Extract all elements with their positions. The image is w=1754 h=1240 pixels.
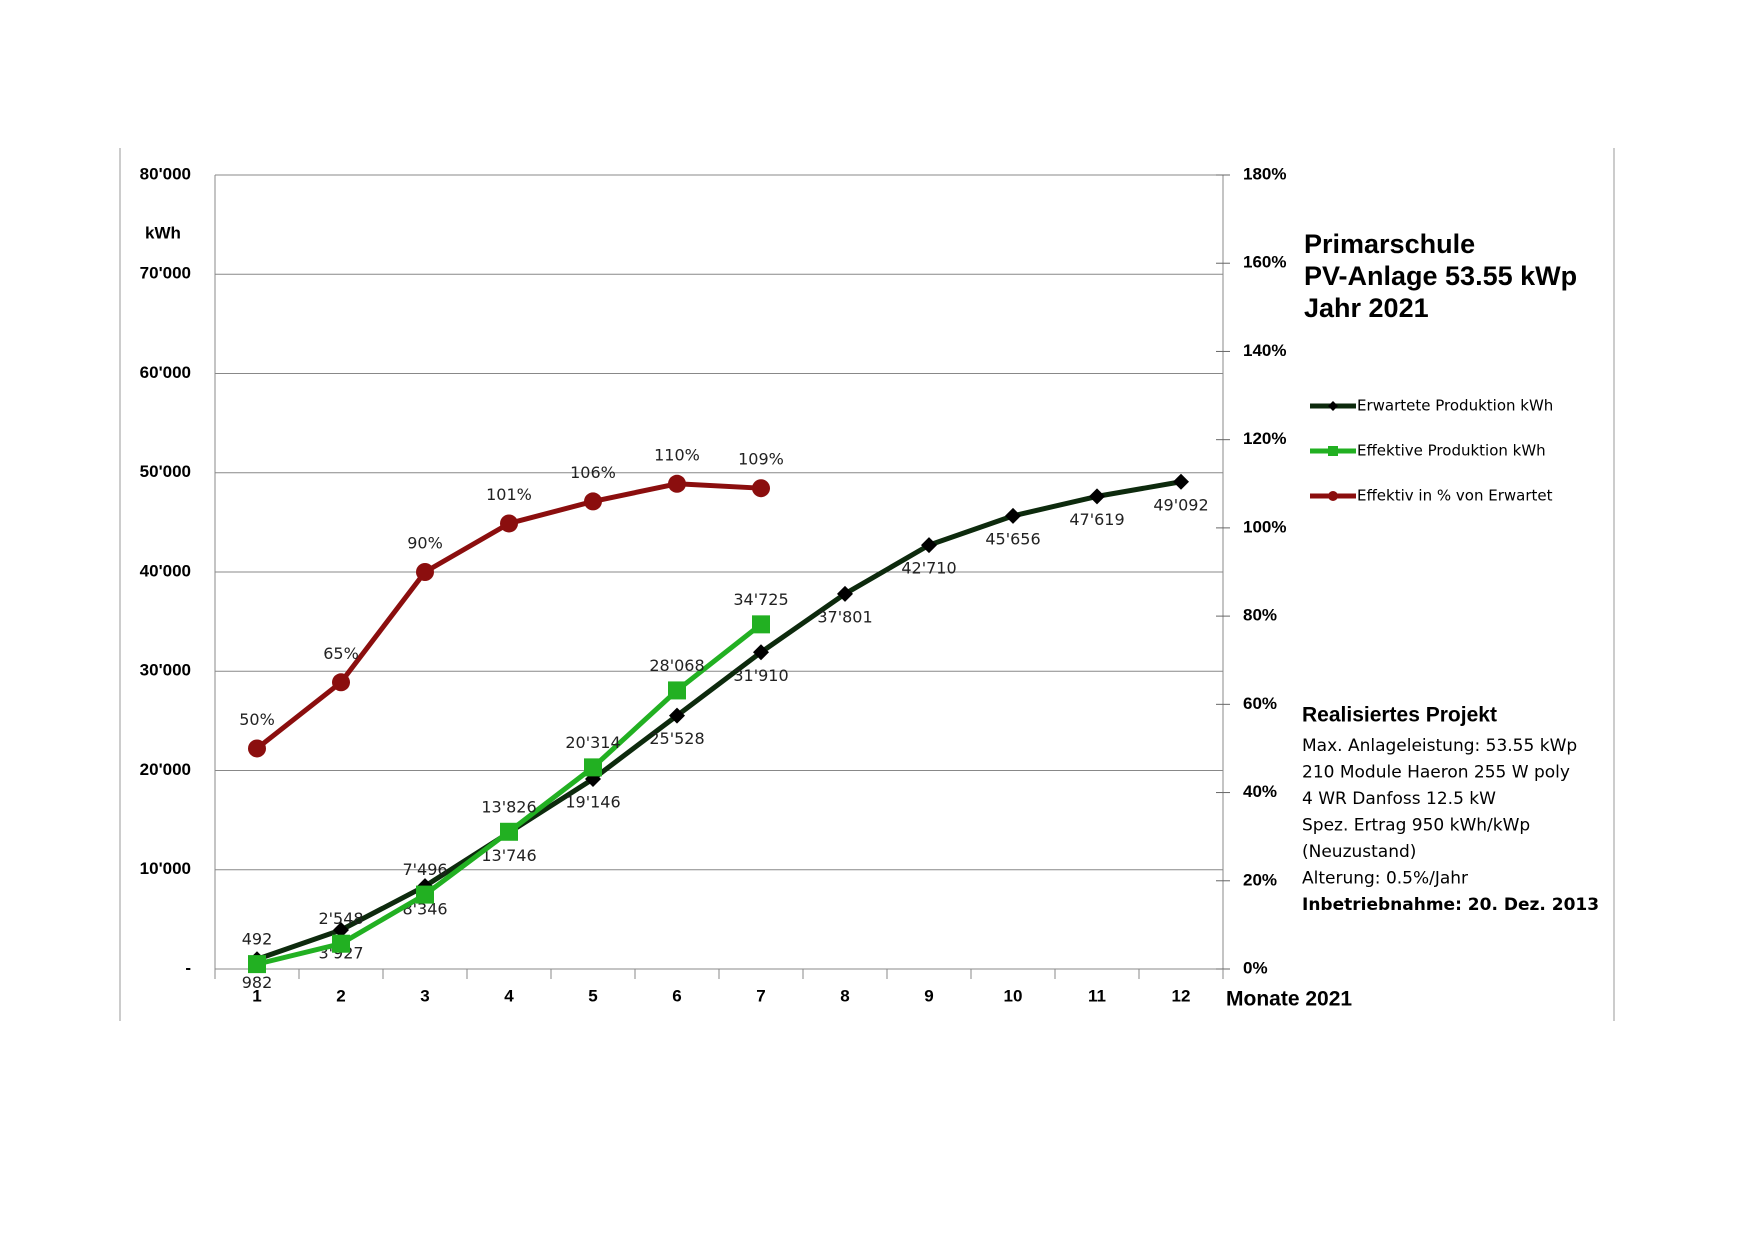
point (1089, 488, 1105, 505)
point (837, 585, 853, 602)
data-label: 42'710 (901, 559, 956, 578)
notes-heading: Realisiertes Projekt (1302, 704, 1497, 727)
point (584, 492, 602, 511)
y-tick-label: 60'000 (140, 363, 191, 382)
y-tick-label: 50'000 (140, 462, 191, 481)
data-label: 45'656 (985, 529, 1040, 548)
series-line (256, 479, 1182, 962)
x-axis-label: Monate 2021 (1226, 988, 1352, 1011)
y-tick-label: 30'000 (140, 661, 191, 680)
data-label: 25'528 (649, 729, 704, 748)
y2-tick-label: 100% (1243, 517, 1286, 536)
x-tick-label: 2 (336, 986, 345, 1005)
point (248, 955, 266, 974)
point (332, 673, 350, 692)
y-tick-label: - (185, 958, 191, 977)
y2-tick-label: 60% (1243, 694, 1277, 713)
data-label: 20'314 (565, 733, 620, 752)
x-tick-label: 12 (1172, 986, 1191, 1005)
data-label: 110% (654, 445, 700, 464)
point (668, 474, 686, 493)
data-label: 47'619 (1069, 510, 1124, 529)
notes-footer: Inbetriebnahme: 20. Dez. 2013 (1302, 895, 1599, 915)
chart-title: Primarschule (1304, 229, 1475, 259)
y-tick-label: 10'000 (140, 859, 191, 878)
y2-tick-label: 180% (1243, 164, 1286, 183)
data-label: 50% (239, 710, 275, 729)
data-label: 8'346 (402, 900, 447, 919)
data-label: 19'146 (565, 792, 620, 811)
point (1173, 473, 1189, 490)
data-label: 106% (570, 463, 616, 482)
point (752, 615, 770, 634)
data-label: 90% (407, 534, 443, 553)
x-tick-label: 3 (420, 986, 429, 1005)
notes-line: 210 Module Haeron 255 W poly (1302, 763, 1570, 783)
point (333, 922, 349, 939)
point (921, 537, 937, 554)
y2-tick-label: 0% (1243, 958, 1268, 977)
data-label: 28'068 (649, 656, 704, 675)
legend-marker (1328, 401, 1338, 411)
notes-line: Max. Anlageleistung: 53.55 kWp (1302, 736, 1577, 756)
point (332, 934, 350, 953)
x-tick-label: 1 (252, 986, 261, 1005)
legend-label: Erwartete Produktion kWh (1357, 397, 1553, 415)
data-label: 31'910 (733, 666, 788, 685)
y2-tick-label: 140% (1243, 341, 1286, 360)
data-label: 2'548 (318, 909, 363, 928)
notes-line: Alterung: 0.5%/Jahr (1302, 869, 1468, 889)
x-tick-label: 6 (672, 986, 681, 1005)
y-tick-label: 70'000 (140, 264, 191, 283)
point (753, 644, 769, 661)
x-tick-label: 11 (1088, 986, 1106, 1005)
y2-tick-label: 80% (1243, 606, 1277, 625)
point (669, 707, 685, 724)
x-tick-label: 5 (588, 986, 597, 1005)
notes-line: (Neuzustand) (1302, 842, 1416, 862)
y-tick-label: 20'000 (140, 760, 191, 779)
data-label: 109% (738, 450, 784, 469)
data-label: 13'746 (481, 846, 536, 865)
legend-label: Effektiv in % von Erwartet (1357, 487, 1553, 505)
data-label: 13'826 (481, 797, 536, 816)
y-tick-label: 40'000 (140, 561, 191, 580)
data-label: 65% (323, 644, 359, 663)
legend-marker (1328, 491, 1338, 501)
chart-title: Jahr 2021 (1304, 293, 1429, 323)
point (248, 739, 266, 758)
legend-marker (1328, 446, 1338, 456)
data-label: 49'092 (1153, 495, 1208, 514)
point (752, 479, 770, 498)
data-label: 34'725 (733, 590, 788, 609)
x-tick-label: 7 (756, 986, 765, 1005)
y2-tick-label: 120% (1243, 429, 1286, 448)
y2-tick-label: 40% (1243, 782, 1277, 801)
x-tick-label: 4 (504, 986, 514, 1005)
data-label: 37'801 (817, 607, 872, 626)
y-tick-label: 80'000 (140, 164, 191, 183)
point (500, 822, 518, 841)
point (668, 681, 686, 700)
x-tick-label: 10 (1004, 986, 1023, 1005)
legend-label: Effektive Produktion kWh (1357, 442, 1546, 460)
x-tick-label: 8 (840, 986, 849, 1005)
point (500, 514, 518, 533)
data-label: 101% (486, 485, 532, 504)
data-label: 492 (242, 930, 273, 949)
point (416, 563, 434, 581)
y2-tick-label: 160% (1243, 253, 1286, 272)
point (1005, 507, 1021, 524)
point (584, 758, 602, 777)
data-label: 7'496 (402, 860, 447, 879)
point (416, 885, 434, 904)
chart-title: PV-Anlage 53.55 kWp (1304, 261, 1577, 291)
notes-line: Spez. Ertrag 950 kWh/kWp (1302, 816, 1530, 836)
y2-tick-label: 20% (1243, 870, 1277, 889)
x-tick-label: 9 (924, 986, 933, 1005)
data-label: 982 (242, 973, 273, 992)
y-axis-label: kWh (145, 223, 181, 242)
notes-line: 4 WR Danfoss 12.5 kW (1302, 789, 1496, 809)
